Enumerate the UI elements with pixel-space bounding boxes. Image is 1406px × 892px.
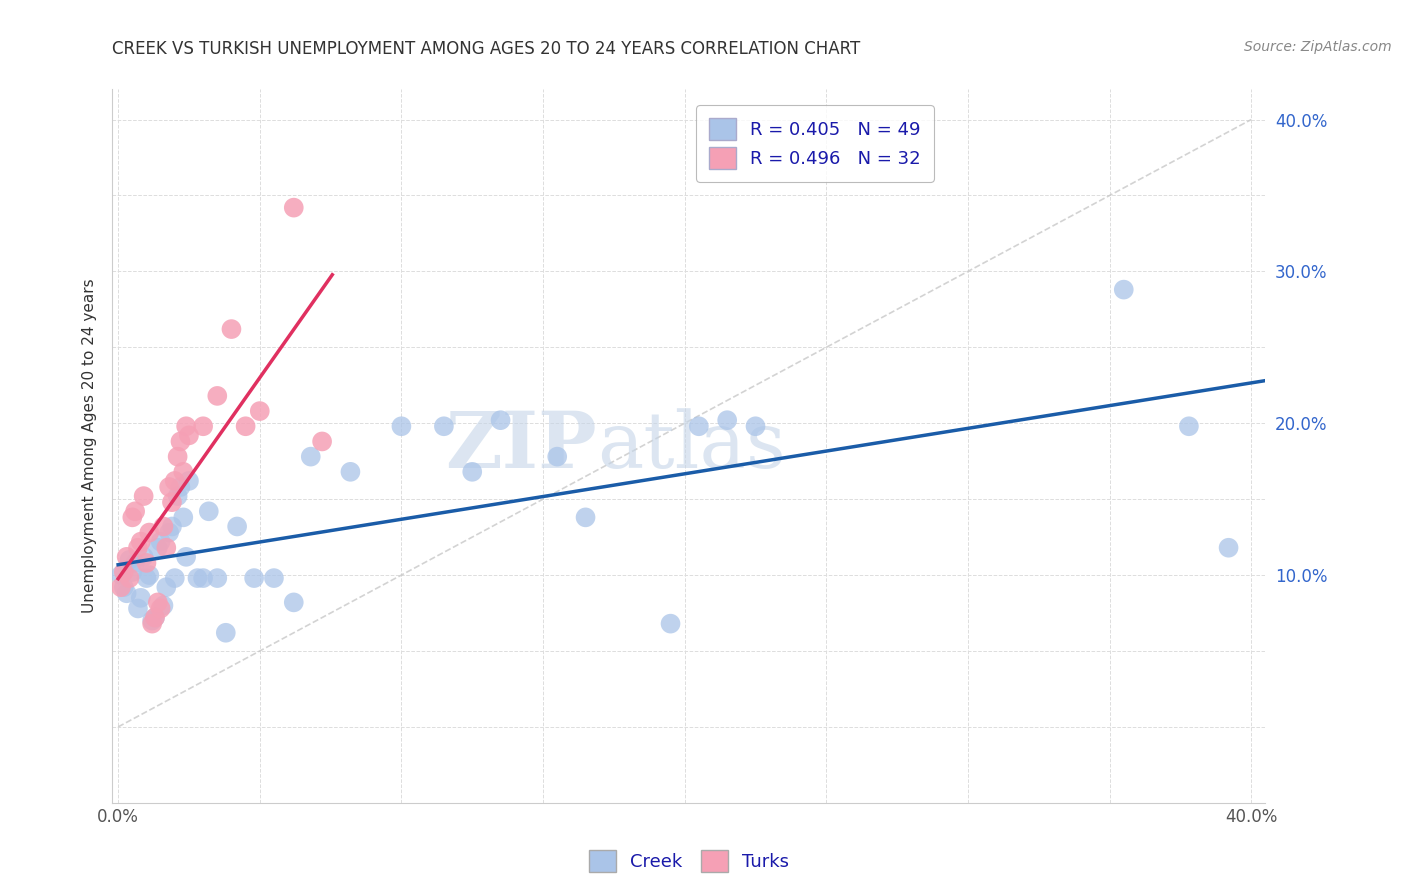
Point (391, 419, 413, 434)
Point (172, 510, 194, 524)
Point (243, 571, 266, 585)
Point (129, 591, 152, 605)
Point (138, 568, 160, 582)
Point (146, 595, 169, 609)
Point (127, 541, 149, 555)
Point (489, 413, 512, 427)
Point (1178, 419, 1201, 434)
Point (226, 519, 249, 533)
Point (118, 571, 141, 585)
Point (135, 556, 157, 570)
Point (659, 616, 682, 631)
Point (155, 580, 177, 594)
Point (688, 419, 710, 434)
Point (235, 419, 257, 434)
Point (166, 450, 188, 464)
Point (169, 480, 191, 494)
Point (112, 580, 135, 594)
Point (118, 553, 141, 567)
Point (249, 404, 271, 418)
Point (160, 495, 183, 509)
Point (129, 534, 152, 549)
Point (143, 610, 166, 624)
Point (574, 510, 596, 524)
Point (207, 389, 229, 403)
Point (299, 450, 322, 464)
Point (157, 480, 180, 494)
Point (191, 571, 214, 585)
Point (215, 625, 238, 640)
Y-axis label: Unemployment Among Ages 20 to 24 years: Unemployment Among Ages 20 to 24 years (82, 278, 97, 614)
Point (186, 571, 208, 585)
Legend: Creek, Turks: Creek, Turks (582, 843, 796, 880)
Point (115, 586, 138, 600)
Point (1218, 541, 1240, 555)
Point (744, 419, 766, 434)
Point (155, 541, 177, 555)
Point (152, 599, 174, 613)
Point (112, 565, 135, 579)
Point (138, 525, 160, 540)
Point (152, 519, 174, 533)
Point (110, 580, 132, 594)
Point (149, 601, 172, 615)
Point (132, 549, 155, 564)
Point (1112, 283, 1135, 297)
Point (115, 549, 138, 564)
Point (207, 571, 229, 585)
Point (169, 434, 191, 449)
Text: ZIP: ZIP (446, 408, 596, 484)
Point (546, 450, 568, 464)
Point (121, 565, 143, 579)
Point (221, 322, 243, 336)
Point (143, 610, 166, 624)
Text: CREEK VS TURKISH UNEMPLOYMENT AMONG AGES 20 TO 24 YEARS CORRELATION CHART: CREEK VS TURKISH UNEMPLOYMENT AMONG AGES… (112, 40, 860, 58)
Point (263, 571, 285, 585)
Point (172, 465, 194, 479)
Point (135, 571, 157, 585)
Point (339, 465, 361, 479)
Point (163, 474, 186, 488)
Point (124, 504, 146, 518)
Point (149, 534, 172, 549)
Point (141, 614, 163, 628)
Point (198, 504, 221, 518)
Point (146, 541, 169, 555)
Point (283, 201, 305, 215)
Point (177, 474, 200, 488)
Point (311, 434, 333, 449)
Point (160, 519, 183, 533)
Point (174, 549, 197, 564)
Point (157, 525, 180, 540)
Point (716, 413, 738, 427)
Point (433, 419, 456, 434)
Point (163, 571, 186, 585)
Point (141, 616, 163, 631)
Point (127, 601, 149, 615)
Point (166, 489, 188, 503)
Point (177, 428, 200, 442)
Point (191, 419, 214, 434)
Point (283, 595, 305, 609)
Point (124, 556, 146, 570)
Point (174, 419, 197, 434)
Text: atlas: atlas (596, 409, 786, 483)
Point (121, 510, 143, 524)
Text: Source: ZipAtlas.com: Source: ZipAtlas.com (1244, 40, 1392, 54)
Point (461, 465, 484, 479)
Point (132, 489, 155, 503)
Point (110, 568, 132, 582)
